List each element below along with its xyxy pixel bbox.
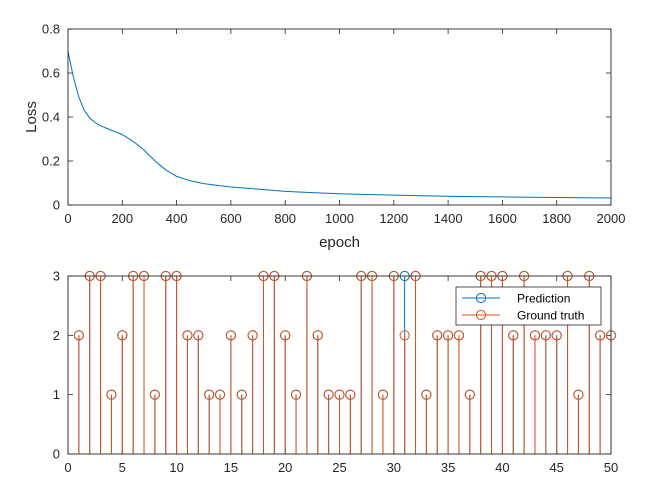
x-tick-label: 1200: [379, 211, 408, 226]
stem-marker: [595, 330, 606, 341]
x-tick-label: 600: [220, 211, 242, 226]
loss-series-line: [67, 50, 612, 199]
y-tick-label: 0.6: [42, 66, 60, 81]
stem-marker: [214, 389, 226, 400]
loss-plot: 0 200 400 600 800 1000 1200 1400 1600 1800 2000 0 0.…: [23, 22, 625, 252]
y-tick-label: 0: [53, 198, 60, 213]
x-tick-label: 1400: [434, 211, 463, 226]
stem-marker: [529, 330, 541, 341]
stem-marker: [323, 389, 334, 400]
x-tick-label: 1000: [325, 211, 354, 226]
stem-marker: [106, 389, 117, 400]
x-tick-label: 20: [278, 460, 292, 475]
stem-marker: [204, 389, 215, 400]
x-tick-label: 45: [549, 460, 563, 475]
x-tick-label: 200: [111, 211, 133, 226]
stem-marker: [182, 330, 193, 341]
y-tick-label: 0.2: [42, 154, 60, 169]
y-tick-label: 2: [53, 328, 60, 343]
y-axis-label: Loss: [23, 101, 40, 133]
stem-marker: [453, 330, 465, 341]
legend-entry: Ground truth: [462, 309, 584, 323]
x-tick-label: 2000: [597, 211, 626, 226]
x-tick-label: 30: [387, 460, 401, 475]
y-tick-label: 0: [53, 447, 60, 462]
stem-marker: [508, 330, 519, 341]
stem-marker: [345, 389, 356, 400]
axes-frame: [67, 275, 612, 455]
x-tick-label: 400: [166, 211, 188, 226]
stem-marker: [432, 330, 443, 341]
stem-marker: [193, 330, 204, 341]
y-tick-label: 3: [53, 269, 60, 284]
class-stem-plot: 0 5 10 15 20 25 30 35 40 45 50 0 1 2 3 Prediction Ground…: [53, 269, 618, 476]
x-tick-label: 0: [64, 211, 71, 226]
stem-marker: [225, 330, 236, 341]
stem-marker: [443, 330, 454, 341]
x-tick-label: 1800: [542, 211, 571, 226]
stem-marker: [464, 389, 475, 400]
stem-marker: [573, 389, 584, 400]
x-tick-label: 800: [274, 211, 296, 226]
stem-marker: [290, 389, 302, 400]
stem-marker: [551, 330, 562, 341]
stem-marker: [280, 330, 291, 341]
legend-label: Ground truth: [517, 309, 584, 323]
stem-marker: [312, 330, 323, 341]
stem-marker: [73, 330, 84, 341]
stem-marker: [117, 330, 128, 341]
stem-marker: [149, 389, 160, 400]
axes-frame: [67, 28, 612, 206]
stem-marker: [421, 389, 432, 400]
x-tick-label: 25: [332, 460, 346, 475]
x-tick-label: 0: [64, 460, 71, 475]
x-tick-label: 40: [495, 460, 509, 475]
legend-swatch-marker: [475, 292, 487, 304]
stem-marker: [540, 330, 551, 341]
x-tick-label: 5: [119, 460, 126, 475]
stem-marker: [334, 389, 345, 400]
stem-marker: [247, 330, 258, 341]
x-tick-label: 35: [441, 460, 455, 475]
x-tick-label: 1600: [488, 211, 517, 226]
x-tick-label: 10: [169, 460, 183, 475]
y-tick-label: 0.8: [42, 22, 60, 37]
stem-marker: [377, 389, 389, 400]
legend-label: Prediction: [517, 292, 570, 306]
stem-marker: [236, 389, 247, 400]
plot-area: [68, 29, 611, 205]
legend-entry: Prediction: [462, 292, 570, 306]
legend: Prediction Ground truth: [455, 286, 602, 326]
legend-swatch-marker: [475, 309, 487, 321]
x-axis-label: epoch: [319, 234, 360, 251]
x-tick-label: 15: [224, 460, 238, 475]
x-tick-label: 50: [604, 460, 618, 475]
y-tick-label: 0.4: [42, 110, 60, 125]
stem-marker: [399, 330, 410, 341]
y-tick-label: 1: [53, 387, 60, 402]
